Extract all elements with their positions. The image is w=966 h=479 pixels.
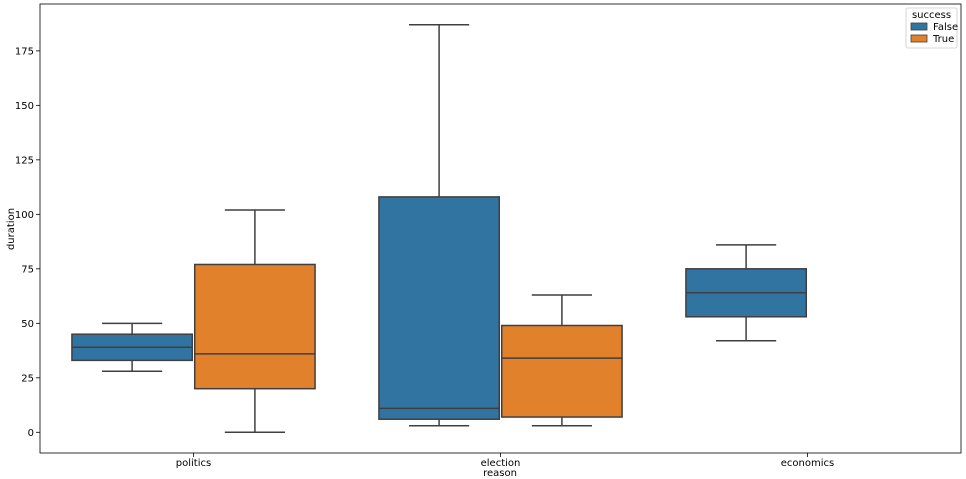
box-iqr [378,196,501,420]
y-tick-label: 125 [15,155,34,166]
y-tick-label: 150 [15,101,34,112]
legend-label: False [933,22,958,33]
y-tick-label: 0 [28,428,34,439]
box-election-false [378,23,501,427]
legend-title: success [912,10,951,21]
box-politics-true [193,209,316,434]
x-axis: politics election economics [176,453,834,469]
x-tick-label: politics [176,458,211,469]
legend-swatch [910,22,928,31]
x-tick-label: election [481,458,521,469]
box-economics-false [685,244,808,342]
box-politics-false [71,322,194,373]
legend-swatch [910,34,928,43]
y-axis-label: duration [6,208,17,250]
x-tick-label: economics [781,458,834,469]
boxes-layer [71,23,808,434]
legend-label: True [932,34,954,45]
y-tick-label: 75 [21,264,34,275]
box-election-true [500,294,623,427]
y-tick-label: 25 [21,373,34,384]
y-axis: 0 25 50 75 100 125 150 175 [15,46,40,439]
y-tick-label: 100 [15,210,34,221]
y-tick-label: 175 [15,46,34,57]
box-iqr [193,263,316,390]
box-iqr [500,324,623,418]
y-tick-label: 50 [21,319,34,330]
x-axis-label: reason [483,468,517,479]
plot-area [39,3,962,454]
